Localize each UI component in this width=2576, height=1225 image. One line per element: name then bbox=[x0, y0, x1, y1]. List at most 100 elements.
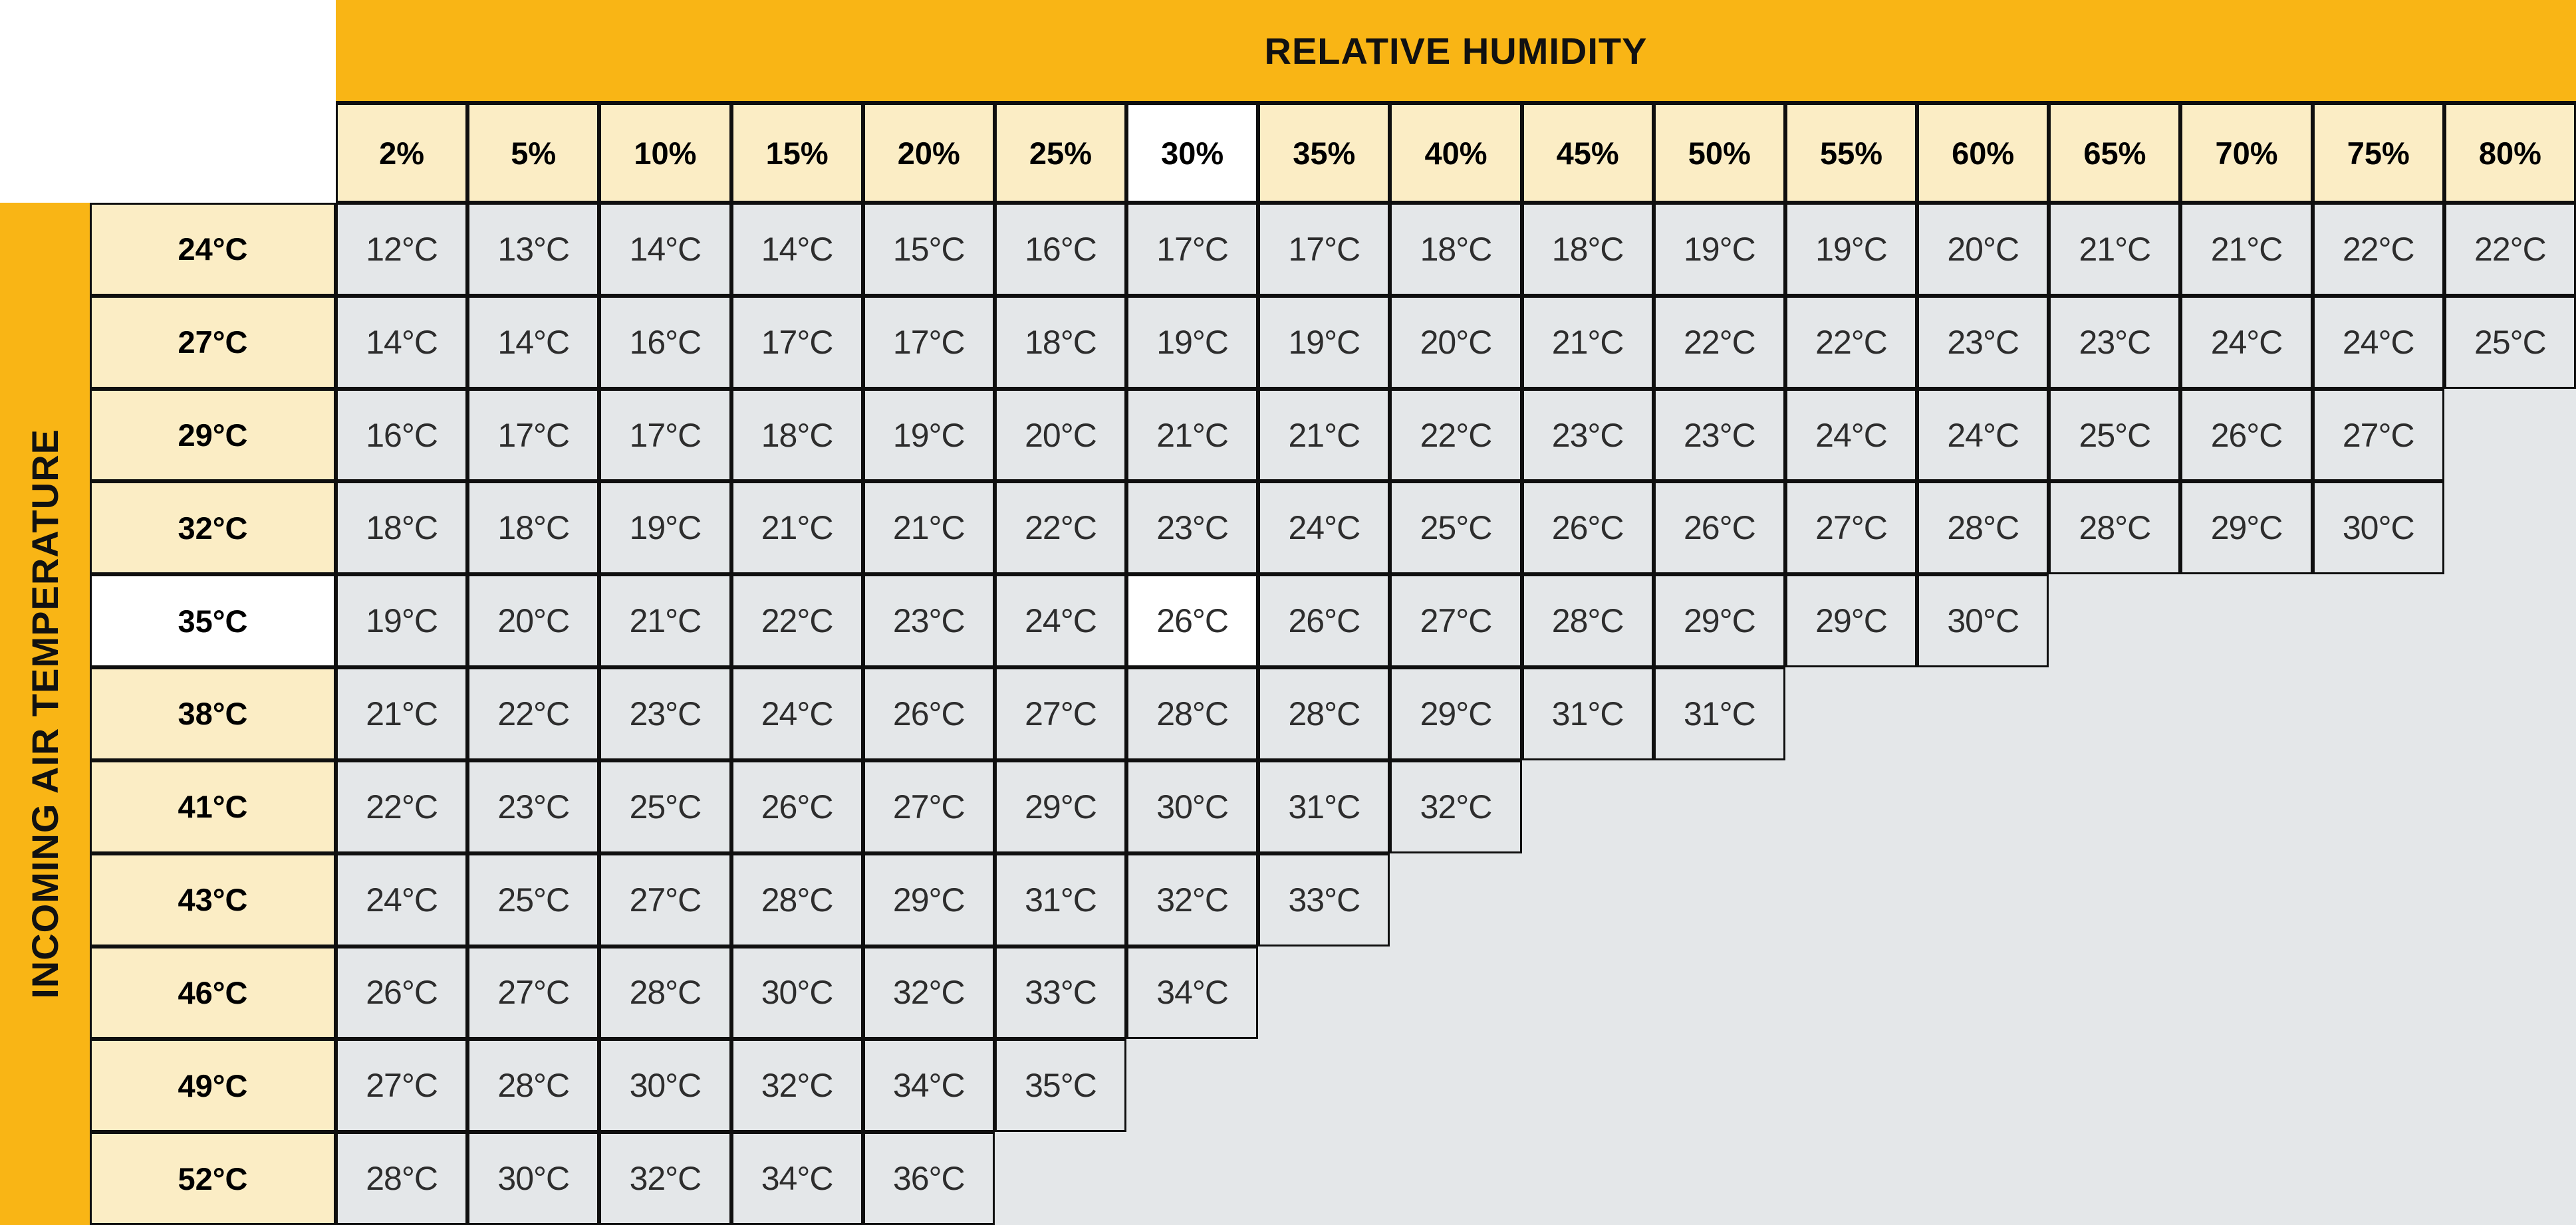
empty-cell bbox=[2312, 574, 2444, 668]
data-cell: 29°C bbox=[1390, 667, 1522, 760]
empty-cell bbox=[2049, 1039, 2181, 1133]
data-cell: 34°C bbox=[862, 1039, 995, 1133]
empty-cell bbox=[1917, 1039, 2049, 1133]
data-cell: 18°C bbox=[1521, 203, 1654, 296]
empty-cell bbox=[2180, 853, 2313, 947]
empty-cell bbox=[2312, 667, 2444, 760]
data-cell: 18°C bbox=[336, 481, 468, 575]
data-cell: 17°C bbox=[862, 295, 995, 389]
empty-cell bbox=[1785, 760, 1918, 853]
column-header-cell: 40% bbox=[1390, 103, 1522, 203]
column-header-cell: 60% bbox=[1917, 103, 2049, 203]
empty-cell bbox=[1258, 1132, 1390, 1225]
empty-cell bbox=[2049, 760, 2181, 853]
data-cell: 24°C bbox=[1785, 388, 1918, 482]
relative-humidity-header: RELATIVE HUMIDITY bbox=[336, 0, 2576, 103]
data-cell: 19°C bbox=[862, 388, 995, 482]
empty-cell bbox=[2444, 853, 2576, 947]
data-cell: 24°C bbox=[1917, 388, 2049, 482]
empty-cell bbox=[1785, 667, 1918, 760]
data-cell: 25°C bbox=[2444, 295, 2576, 389]
data-cell: 26°C bbox=[1653, 481, 1785, 575]
data-cell: 15°C bbox=[862, 203, 995, 296]
empty-cell bbox=[2180, 667, 2313, 760]
column-header-cell: 35% bbox=[1258, 103, 1390, 203]
empty-cell bbox=[2049, 667, 2181, 760]
data-cell: 28°C bbox=[467, 1039, 600, 1133]
empty-cell bbox=[2444, 481, 2576, 575]
empty-cell bbox=[2049, 1132, 2181, 1225]
empty-cell bbox=[2180, 1132, 2313, 1225]
data-cell: 21°C bbox=[2180, 203, 2313, 296]
data-cell: 23°C bbox=[467, 760, 600, 853]
data-cell: 30°C bbox=[599, 1039, 731, 1133]
data-cell: 24°C bbox=[2180, 295, 2313, 389]
data-cell: 22°C bbox=[1653, 295, 1785, 389]
data-cell: 25°C bbox=[599, 760, 731, 853]
data-cell: 28°C bbox=[2049, 481, 2181, 575]
incoming-air-temperature-label: INCOMING AIR TEMPERATURE bbox=[24, 429, 66, 999]
data-cell: 23°C bbox=[1917, 295, 2049, 389]
data-cell: 23°C bbox=[862, 574, 995, 668]
data-cell: 17°C bbox=[599, 388, 731, 482]
column-header-cell: 15% bbox=[731, 103, 863, 203]
data-cell: 22°C bbox=[1390, 388, 1522, 482]
empty-cell bbox=[1653, 1132, 1785, 1225]
empty-cell bbox=[1653, 1039, 1785, 1133]
empty-cell bbox=[1653, 760, 1785, 853]
data-cell: 18°C bbox=[1390, 203, 1522, 296]
data-cell: 26°C bbox=[1258, 574, 1390, 668]
data-cell: 33°C bbox=[1258, 853, 1390, 947]
data-cell: 21°C bbox=[1521, 295, 1654, 389]
data-cell: 28°C bbox=[1126, 667, 1259, 760]
column-header-cell: 20% bbox=[862, 103, 995, 203]
corner-spacer bbox=[0, 0, 336, 203]
empty-cell bbox=[2180, 1039, 2313, 1133]
data-cell: 26°C bbox=[2180, 388, 2313, 482]
empty-cell bbox=[2180, 946, 2313, 1040]
empty-cell bbox=[1390, 1039, 1522, 1133]
empty-cell bbox=[2444, 388, 2576, 482]
data-cell: 23°C bbox=[599, 667, 731, 760]
data-cell: 27°C bbox=[467, 946, 600, 1040]
empty-cell bbox=[1785, 853, 1918, 947]
empty-cell bbox=[1258, 946, 1390, 1040]
data-cell: 17°C bbox=[731, 295, 863, 389]
data-cell: 26°C bbox=[731, 760, 863, 853]
row-label-cell: 27°C bbox=[90, 295, 336, 389]
column-header-cell: 30% bbox=[1126, 103, 1259, 203]
data-cell: 17°C bbox=[1258, 203, 1390, 296]
data-cell: 31°C bbox=[1258, 760, 1390, 853]
empty-cell bbox=[2444, 667, 2576, 760]
data-cell: 34°C bbox=[1126, 946, 1259, 1040]
empty-cell bbox=[1521, 760, 1654, 853]
data-cell: 29°C bbox=[1653, 574, 1785, 668]
empty-cell bbox=[1521, 1132, 1654, 1225]
data-cell: 19°C bbox=[336, 574, 468, 668]
empty-cell bbox=[2180, 760, 2313, 853]
data-cell: 28°C bbox=[599, 946, 731, 1040]
data-cell: 21°C bbox=[2049, 203, 2181, 296]
data-cell: 24°C bbox=[731, 667, 863, 760]
data-cell: 32°C bbox=[599, 1132, 731, 1225]
column-header-cell: 50% bbox=[1653, 103, 1785, 203]
row-label-cell: 49°C bbox=[90, 1039, 336, 1133]
data-cell: 23°C bbox=[1126, 481, 1259, 575]
empty-cell bbox=[1521, 1039, 1654, 1133]
row-label-cell: 32°C bbox=[90, 481, 336, 575]
empty-cell bbox=[2444, 1039, 2576, 1133]
data-cell: 29°C bbox=[2180, 481, 2313, 575]
data-cell: 20°C bbox=[1390, 295, 1522, 389]
data-cell: 22°C bbox=[336, 760, 468, 853]
data-cell: 19°C bbox=[1653, 203, 1785, 296]
data-cell: 31°C bbox=[1521, 667, 1654, 760]
empty-cell bbox=[1521, 853, 1654, 947]
column-header-cell: 2% bbox=[336, 103, 468, 203]
empty-cell bbox=[2312, 853, 2444, 947]
data-cell: 24°C bbox=[1258, 481, 1390, 575]
data-cell: 31°C bbox=[1653, 667, 1785, 760]
data-cell: 19°C bbox=[1126, 295, 1259, 389]
data-cell: 19°C bbox=[1258, 295, 1390, 389]
data-cell: 21°C bbox=[336, 667, 468, 760]
empty-cell bbox=[2444, 946, 2576, 1040]
